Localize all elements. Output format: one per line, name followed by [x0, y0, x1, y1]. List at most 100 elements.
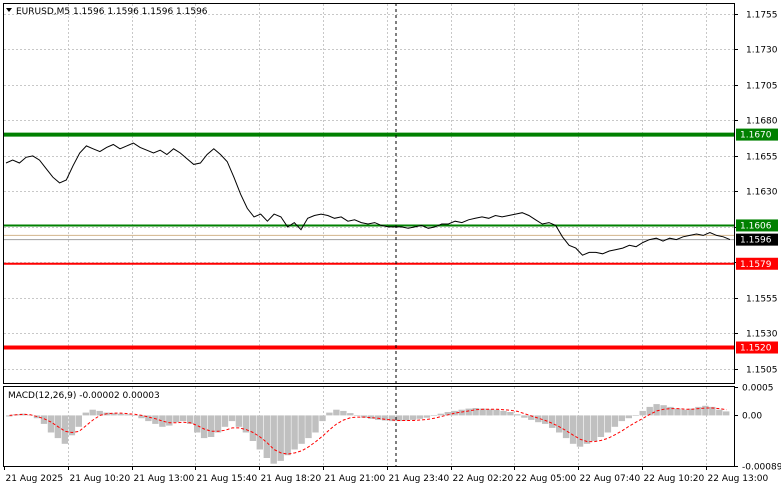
macd-histogram-bar: [507, 412, 514, 416]
macd-histogram-bar: [347, 413, 354, 416]
macd-histogram-bar: [500, 410, 507, 416]
macd-histogram-bar: [416, 415, 424, 419]
macd-histogram-bar: [381, 415, 389, 421]
macd-histogram-bar: [597, 415, 605, 437]
price-tick-label: 1.1680: [746, 117, 778, 127]
price-tick-label: 1.1655: [746, 153, 778, 163]
macd-histogram-bar: [444, 412, 451, 416]
level-label-badge: [736, 219, 778, 232]
macd-histogram-bar: [395, 415, 403, 422]
macd-histogram-bar: [368, 415, 375, 419]
macd-histogram-bar: [576, 415, 584, 447]
time-tick-label: 21 Aug 18:20: [261, 474, 322, 484]
price-tick-label: 1.1705: [746, 82, 778, 92]
macd-histogram-bar: [632, 415, 639, 416]
macd-histogram-bar: [256, 415, 263, 450]
macd-histogram-bar: [361, 415, 368, 418]
macd-histogram-bar: [228, 415, 236, 422]
macd-histogram-bar: [200, 415, 208, 439]
macd-histogram-bar: [75, 415, 82, 427]
time-tick-label: 22 Aug 02:20: [453, 474, 514, 484]
price-tick-label: 1.1755: [746, 11, 778, 21]
macd-histogram-bar: [131, 415, 138, 416]
macd-histogram-bar: [194, 415, 201, 433]
macd-histogram-bar: [702, 405, 709, 416]
macd-histogram-bar: [660, 405, 667, 416]
level-label-text: 1.1520: [740, 344, 772, 354]
macd-histogram-bar: [674, 408, 681, 416]
macd-histogram-bar: [291, 415, 298, 450]
macd-histogram-bar: [409, 415, 417, 420]
macd-histogram-bar: [716, 409, 723, 416]
macd-histogram-bar: [611, 415, 619, 427]
time-axis: 21 Aug 2025 21 Aug 10:20 21 Aug 13:00 21 Au…: [4, 466, 769, 484]
macd-histogram-bar: [569, 415, 577, 444]
level-labels: 1.1670 1.1606 1.1596 1.1579 1.1520: [736, 128, 778, 354]
level-label-badge: [736, 128, 778, 141]
macd-histogram-bar: [145, 415, 152, 422]
macd-histogram-bar: [47, 415, 55, 433]
macd-histogram-bar: [284, 415, 291, 456]
macd-histogram-bar: [695, 406, 702, 416]
macd-histogram-bar: [437, 413, 444, 416]
level-label-badge: [736, 233, 778, 246]
macd-histogram-bar: [263, 415, 270, 458]
macd-tick-label: -0.00089: [742, 463, 781, 473]
macd-histogram-bar: [604, 415, 612, 433]
macd-histogram-bar: [305, 415, 312, 439]
macd-histogram-bar: [138, 415, 145, 419]
macd-histogram-bar: [354, 415, 361, 416]
time-tick-label: 21 Aug 21:00: [325, 474, 386, 484]
macd-histogram-bar: [270, 415, 277, 464]
macd-histogram-bar: [514, 414, 521, 416]
macd-grid: [68, 387, 707, 466]
triangle-down-icon[interactable]: [6, 8, 12, 12]
macd-histogram-bar: [562, 415, 570, 439]
macd-histogram-bar: [340, 410, 347, 416]
macd-histogram-bar: [249, 415, 257, 441]
macd-histogram: [6, 404, 730, 464]
macd-histogram-bar: [472, 408, 479, 416]
macd-histogram-bar: [333, 409, 340, 416]
price-levels: [4, 132, 734, 350]
macd-histogram-bar: [493, 409, 500, 416]
time-tick-label: 22 Aug 05:00: [516, 474, 577, 484]
macd-histogram-bar: [535, 415, 542, 423]
macd-histogram-bar: [688, 408, 695, 416]
macd-histogram-bar: [124, 414, 131, 416]
macd-histogram-bar: [388, 415, 396, 422]
macd-histogram-bar: [221, 415, 229, 427]
macd-histogram-bar: [521, 415, 528, 418]
macd-signal-line: [9, 407, 727, 455]
macd-histogram-bar: [166, 415, 173, 426]
macd-histogram-bar: [451, 410, 458, 416]
macd-histogram-bar: [590, 415, 598, 441]
level-label-text: 1.1596: [740, 236, 772, 246]
macd-histogram-bar: [173, 415, 180, 423]
macd-histogram-bar: [68, 415, 76, 436]
time-tick-label: 21 Aug 2025: [6, 474, 64, 484]
macd-histogram-bar: [618, 415, 625, 422]
macd-histogram-bar: [187, 415, 194, 424]
macd-histogram-bar: [6, 415, 13, 417]
level-label-badge: [736, 257, 778, 270]
macd-axis: 0.0005 0.00 -0.00089: [734, 384, 781, 473]
time-tick-label: 21 Aug 15:40: [197, 474, 258, 484]
time-tick-label: 21 Aug 10:20: [70, 474, 131, 484]
macd-histogram-bar: [542, 415, 549, 424]
price-tick-label: 1.1530: [746, 330, 778, 340]
price-grid: [4, 4, 734, 383]
macd-histogram-bar: [298, 415, 305, 444]
price-series-line: [5, 142, 731, 256]
macd-histogram-bar: [235, 415, 243, 427]
macd-histogram-bar: [96, 410, 103, 416]
macd-histogram-bar: [402, 415, 410, 421]
macd-histogram-bar: [19, 413, 27, 416]
time-tick-label: 22 Aug 13:00: [708, 474, 769, 484]
symbol-info: EURUSD,M5 1.1596 1.1596 1.1596 1.1596: [16, 7, 208, 17]
macd-histogram-bar: [667, 406, 674, 416]
macd-histogram-bar: [117, 413, 124, 416]
level-label-badge: [736, 341, 778, 354]
price-panel-frame: [3, 3, 735, 384]
